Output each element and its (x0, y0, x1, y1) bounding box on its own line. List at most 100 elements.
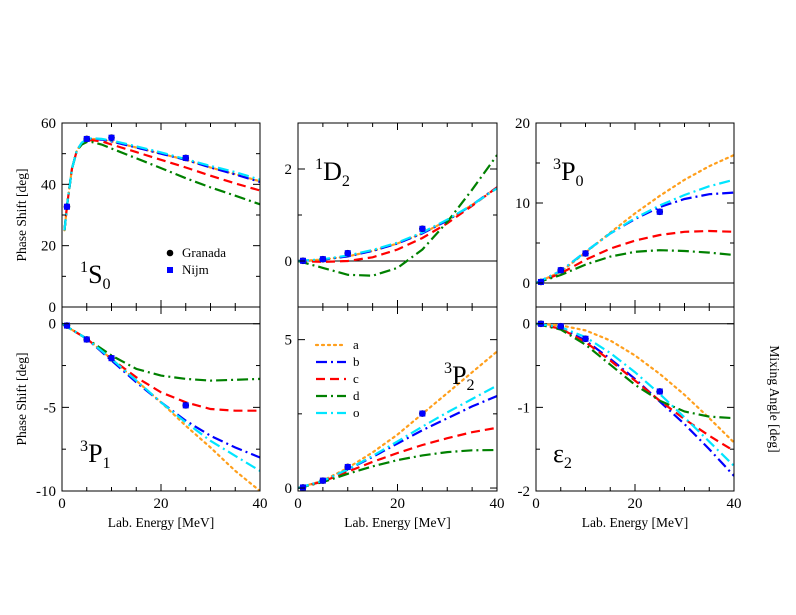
x-axis-label: Lab. Energy [MeV] (582, 515, 689, 530)
legend-nijm-marker (167, 267, 173, 273)
panel-title: 3P0 (553, 156, 584, 190)
marker-legend: Granada Nijm (166, 245, 226, 277)
y-tick-label: -1 (518, 400, 531, 416)
x-tick-label: 40 (253, 496, 268, 512)
panel-title: 1D2 (315, 156, 350, 190)
plot-frame (297, 122, 498, 308)
nijm-point (299, 484, 306, 491)
series-d-line (298, 154, 497, 277)
legend-label: a (353, 337, 359, 352)
x-tick-label: 20 (390, 496, 405, 512)
y-tick-label: 0 (49, 317, 57, 333)
series-c-line (298, 426, 497, 490)
nijm-point (83, 336, 90, 343)
series-d-line (536, 322, 734, 420)
series-c-line (298, 186, 497, 264)
y-axis-label: Phase Shift [deg] (14, 353, 29, 446)
y-tick-label: 2 (285, 162, 293, 178)
y-tick-label: -10 (36, 484, 56, 500)
series-group (63, 134, 260, 232)
plot-frame (297, 306, 498, 492)
y-tick-label: 10 (515, 196, 530, 212)
panel-title: ε2 (553, 439, 572, 472)
nijm-point (582, 335, 589, 342)
y-axis-label: Mixing Angle [deg] (767, 345, 782, 452)
series-d-line (63, 140, 260, 231)
y-tick-label: -2 (518, 484, 531, 500)
y-axis-label: Phase Shift [deg] (14, 169, 29, 262)
nijm-point (182, 402, 189, 409)
x-axis-label: Lab. Energy [MeV] (108, 515, 215, 530)
y-tick-label: 40 (41, 177, 56, 193)
y-tick-label: 20 (41, 239, 56, 255)
nijm-point (108, 355, 115, 362)
legend-granada-marker (166, 249, 174, 257)
nijm-point (557, 267, 564, 274)
nijm-point (63, 203, 70, 210)
panel-1S0: 0 20 40 60 1S0 Phase Shift [deg] Granada Nijm (14, 116, 261, 316)
x-tick-label: 0 (532, 496, 540, 512)
series-c-line (62, 322, 260, 412)
y-tick-label: 0 (285, 254, 293, 270)
series-c-line (63, 139, 260, 231)
nijm-point (344, 463, 351, 470)
nijm-point (656, 388, 663, 395)
nijm-point (319, 477, 326, 484)
legend-label: d (353, 388, 360, 403)
nijm-point (656, 208, 663, 215)
legend-label: c (353, 371, 359, 386)
series-d-line (298, 448, 497, 490)
x-axis-label: Lab. Energy [MeV] (344, 515, 451, 530)
legend-label: Nijm (182, 262, 209, 277)
series-b-line (536, 191, 734, 284)
nijm-point (108, 134, 115, 141)
panel-1D2: 0 2 1D2 (285, 122, 498, 308)
panel-eps2: 0 20 40 -2 -1 0 ε2 Lab. Energy [MeV] Mixing Angl… (518, 306, 782, 530)
y-tick-label: 0 (49, 300, 57, 316)
nijm-point (419, 410, 426, 417)
panel-3P1: 0 20 40 -10 -5 0 3P1 Lab. Energy [MeV] Phase Shi… (14, 306, 268, 530)
series-o-line (536, 322, 734, 467)
nijm-point (182, 154, 189, 161)
x-tick-label: 20 (154, 496, 169, 512)
series-c-line (536, 322, 734, 452)
plot-frame (535, 122, 735, 308)
y-tick-label: 0 (285, 481, 293, 497)
panel-title: 3P1 (80, 438, 111, 472)
legend-label: o (353, 405, 360, 420)
legend-label: b (353, 354, 360, 369)
x-tick-label: 40 (727, 496, 742, 512)
panel-title: 1S0 (80, 259, 111, 293)
y-tick-label: 0 (523, 317, 531, 333)
series-o-line (298, 384, 497, 490)
panel-3P0: 0 10 20 3P0 (515, 116, 735, 308)
series-group (536, 320, 734, 477)
y-tick-label: 0 (523, 276, 531, 292)
x-tick-label: 0 (294, 496, 302, 512)
series-o-line (536, 178, 734, 284)
series-o-line (62, 322, 260, 472)
y-tick-label: 5 (285, 333, 293, 349)
series-b-line (536, 322, 734, 477)
nijm-point (582, 250, 589, 257)
nijm-point (419, 225, 426, 232)
series-d-line (62, 322, 260, 382)
y-tick-label: 20 (515, 116, 530, 132)
series-b-line (298, 394, 497, 490)
nijm-point (537, 278, 544, 285)
nijm-point (63, 322, 70, 329)
nijm-point (344, 250, 351, 257)
x-tick-label: 20 (628, 496, 643, 512)
series-o-line (63, 137, 260, 231)
x-tick-label: 40 (490, 496, 505, 512)
series-c-line (536, 229, 734, 285)
nijm-point (557, 323, 564, 330)
series-d-line (536, 249, 734, 285)
legend-label: Granada (182, 245, 226, 260)
y-tick-label: -5 (44, 400, 57, 416)
y-tick-label: 60 (41, 116, 56, 132)
panel-title: 3P2 (444, 360, 475, 394)
